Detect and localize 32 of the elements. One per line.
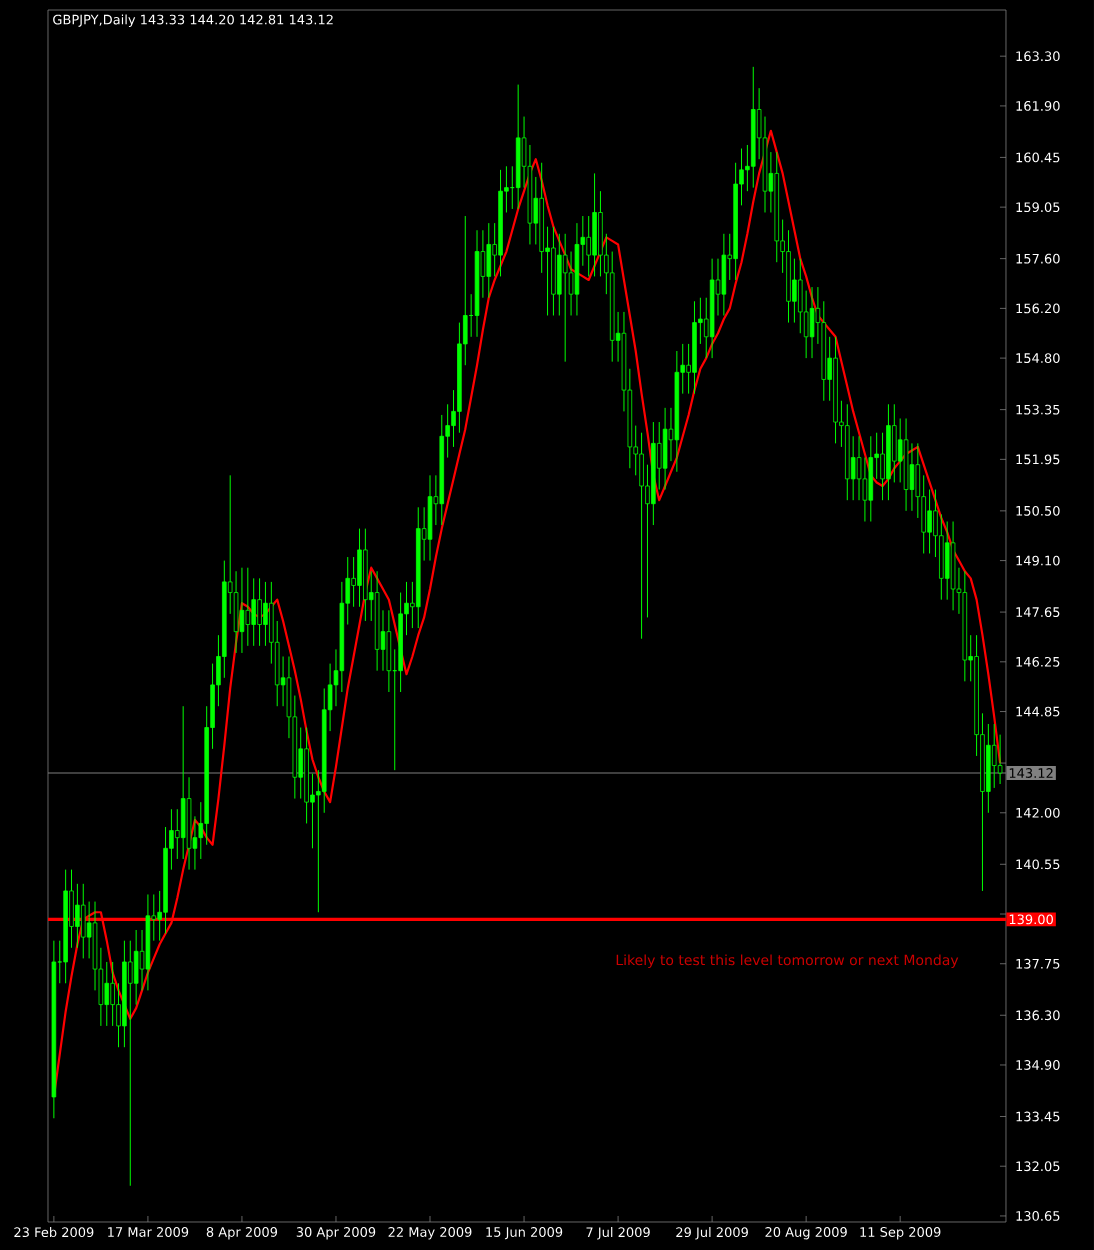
candlestick: [80, 883, 86, 959]
candlestick: [357, 528, 362, 608]
candlestick: [868, 435, 874, 523]
candlestick: [551, 226, 556, 316]
candlestick: [104, 961, 110, 1027]
candlestick: [486, 222, 492, 299]
candlestick: [986, 723, 991, 814]
candlestick: [721, 233, 727, 316]
candlestick: [809, 286, 815, 359]
candlestick: [991, 723, 997, 789]
candlestick: [909, 442, 915, 512]
candlestick: [662, 407, 668, 491]
candlestick: [586, 215, 591, 277]
candlestick: [245, 567, 251, 647]
candlestick: [944, 521, 950, 601]
candlestick: [892, 403, 897, 483]
candlestick: [128, 940, 133, 1187]
candlestick: [792, 258, 797, 324]
candlestick: [897, 418, 903, 483]
candlestick: [239, 567, 245, 654]
candlestick: [927, 489, 932, 554]
candlestick: [562, 233, 568, 363]
candlestick: [950, 521, 956, 611]
candlestick: [263, 581, 268, 647]
candlestick: [427, 474, 433, 562]
candlestick: [639, 432, 644, 640]
candlestick: [880, 432, 885, 501]
candlestick: [592, 172, 597, 277]
candlestick: [351, 556, 356, 608]
candlestick: [180, 705, 186, 860]
candlestick: [257, 577, 262, 647]
candlestick: [75, 883, 80, 949]
